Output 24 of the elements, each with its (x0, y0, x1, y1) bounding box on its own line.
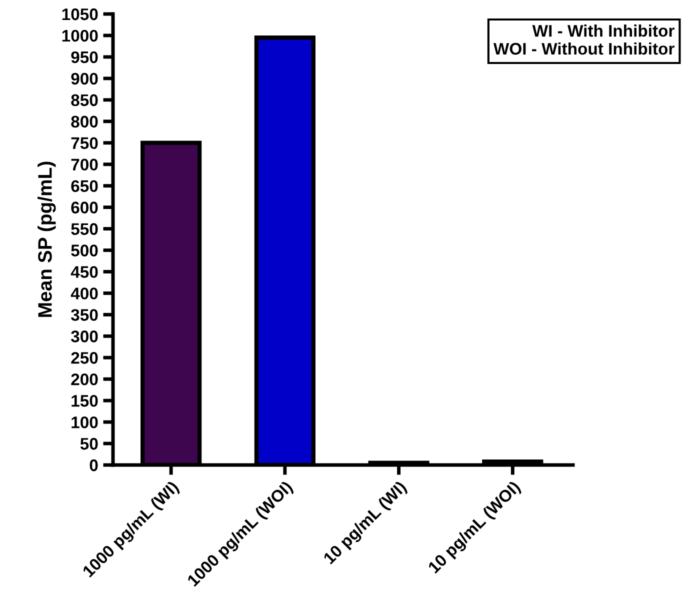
y-tick-label: 500 (71, 244, 98, 256)
y-tick-label: 0 (90, 459, 98, 472)
y-tick-label: 400 (70, 288, 98, 300)
y-tick-label: 1000 (62, 30, 98, 42)
y-tick-label: 550 (71, 223, 98, 235)
y-tick-label: 100 (72, 416, 98, 428)
y-tick-label: 200 (71, 373, 98, 386)
y-tick-label: 350 (70, 309, 98, 321)
y-tick-label: 900 (71, 72, 98, 85)
y-tick-label: 950 (71, 51, 98, 64)
annotation: WI - With Inhibitor WOI - Without Inhibitor (493, 24, 674, 55)
y-tick-label: 850 (71, 94, 98, 106)
y-tick-label: 650 (71, 180, 98, 192)
y-tick-label: 750 (71, 137, 98, 150)
y-tick-label: 150 (72, 394, 98, 407)
y-tick-label: 600 (71, 202, 98, 214)
y-tick-label: 800 (71, 116, 98, 128)
y-axis-title: Mean SP (pg/mL) (38, 162, 56, 317)
y-tick-label: 450 (70, 266, 98, 278)
y-tick-label: 50 (80, 438, 98, 450)
y-tick-label: 1050 (62, 8, 98, 20)
y-tick-label: 250 (71, 352, 98, 364)
y-tick-label: 700 (71, 158, 98, 171)
y-tick-label: 300 (70, 330, 98, 342)
